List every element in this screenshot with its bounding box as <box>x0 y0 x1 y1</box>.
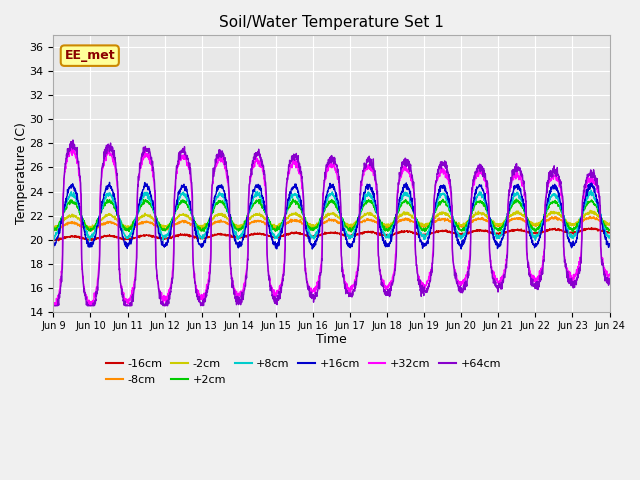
+8cm <box>205 223 212 229</box>
-8cm <box>205 224 212 229</box>
-16cm <box>54 238 62 243</box>
-8cm <box>557 217 564 223</box>
-8cm <box>348 225 355 231</box>
-16cm <box>605 230 613 236</box>
+8cm <box>493 232 501 238</box>
Text: EE_met: EE_met <box>65 49 115 62</box>
Line: -8cm: -8cm <box>53 216 609 230</box>
+16cm <box>573 240 580 245</box>
+64cm <box>348 291 356 297</box>
+64cm <box>49 303 57 309</box>
+32cm <box>205 277 212 283</box>
-16cm <box>348 232 356 238</box>
Line: +2cm: +2cm <box>53 199 609 232</box>
+2cm <box>493 227 501 233</box>
-16cm <box>493 231 501 237</box>
+32cm <box>605 271 613 277</box>
+2cm <box>573 225 580 230</box>
+64cm <box>493 286 501 291</box>
+8cm <box>348 235 356 240</box>
+32cm <box>49 303 57 309</box>
+16cm <box>106 180 113 185</box>
+32cm <box>557 185 564 191</box>
-16cm <box>557 228 564 233</box>
Line: +32cm: +32cm <box>53 148 609 306</box>
-2cm <box>360 213 367 219</box>
+2cm <box>289 196 297 202</box>
+16cm <box>557 202 564 208</box>
+8cm <box>49 235 57 241</box>
Line: -2cm: -2cm <box>53 210 609 229</box>
+32cm <box>348 287 356 292</box>
+64cm <box>69 137 77 143</box>
+2cm <box>205 219 212 225</box>
Y-axis label: Temperature (C): Temperature (C) <box>15 122 28 225</box>
-16cm <box>588 225 595 231</box>
+16cm <box>205 226 212 231</box>
+8cm <box>360 199 367 204</box>
-2cm <box>493 222 501 228</box>
+8cm <box>605 235 613 240</box>
Line: +8cm: +8cm <box>53 191 609 240</box>
Line: -16cm: -16cm <box>53 228 609 240</box>
+32cm <box>67 145 75 151</box>
+2cm <box>557 206 564 212</box>
+64cm <box>572 279 580 285</box>
+8cm <box>588 188 595 193</box>
Title: Soil/Water Temperature Set 1: Soil/Water Temperature Set 1 <box>219 15 444 30</box>
+2cm <box>360 201 368 207</box>
-2cm <box>88 227 95 232</box>
+64cm <box>605 276 613 281</box>
+16cm <box>348 244 356 250</box>
-2cm <box>605 220 613 226</box>
+16cm <box>360 190 368 195</box>
+16cm <box>49 245 57 251</box>
+2cm <box>347 229 355 235</box>
-8cm <box>360 218 367 224</box>
Line: +16cm: +16cm <box>53 182 609 249</box>
+8cm <box>86 238 93 243</box>
-2cm <box>586 207 594 213</box>
+64cm <box>360 165 367 171</box>
-8cm <box>605 222 613 228</box>
+16cm <box>605 242 613 248</box>
X-axis label: Time: Time <box>316 333 347 346</box>
-8cm <box>572 222 580 228</box>
+16cm <box>308 246 316 252</box>
-2cm <box>205 220 212 226</box>
-2cm <box>557 213 564 219</box>
+8cm <box>572 231 580 237</box>
+64cm <box>205 282 212 288</box>
-8cm <box>586 214 594 219</box>
+2cm <box>348 227 356 232</box>
+32cm <box>572 270 580 276</box>
-2cm <box>49 224 57 230</box>
-16cm <box>572 229 580 235</box>
+16cm <box>493 246 501 252</box>
-8cm <box>49 228 57 233</box>
-2cm <box>348 223 356 228</box>
+2cm <box>605 227 613 232</box>
Legend: -16cm, -8cm, -2cm, +2cm, +8cm, +16cm, +32cm, +64cm: -16cm, -8cm, -2cm, +2cm, +8cm, +16cm, +3… <box>102 355 506 389</box>
+2cm <box>49 228 57 233</box>
-8cm <box>493 222 501 228</box>
+8cm <box>557 204 564 210</box>
-16cm <box>205 234 212 240</box>
-2cm <box>572 220 580 226</box>
+64cm <box>557 181 564 187</box>
+32cm <box>493 278 501 284</box>
+32cm <box>360 172 367 178</box>
-16cm <box>49 237 57 242</box>
-16cm <box>360 230 367 236</box>
Line: +64cm: +64cm <box>53 140 609 306</box>
